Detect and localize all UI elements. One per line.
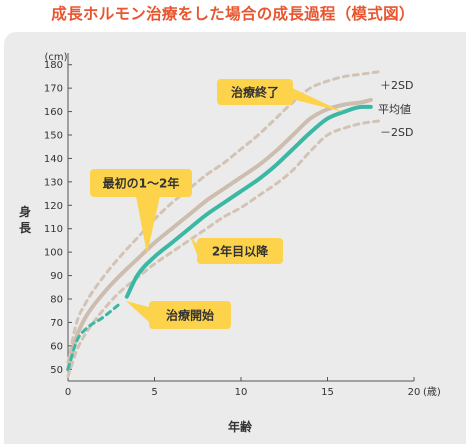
callout-pointer [190,236,198,257]
line-plus-2sd [66,70,381,364]
y-tick-label: 150 [44,131,63,142]
chart-title: 成長ホルモン治療をした場合の成長過程（模式図） [51,5,415,23]
callout-pointer [126,301,149,322]
reference-labels: ＋2SD 平均値 －2SD [378,79,413,139]
label-mean: 平均値 [378,103,411,116]
y-ticks: 50 60 70 80 90 100 110 120 130 140 150 160 170 180 [44,60,72,376]
callout-pointer [136,196,160,254]
series-layer [66,70,381,378]
callout-after-second-year-text: 2年目以降 [212,244,269,259]
y-tick-label: 160 [44,107,63,118]
line-post-treatment [124,104,373,299]
callouts: 治療終了 最初の1～2年 2年目以降 治療開始 [90,79,343,329]
label-minus-2sd: －2SD [380,126,413,139]
callout-treatment-start: 治療開始 [126,301,231,329]
x-axis-unit: (歳) [423,386,441,398]
y-tick-label: 120 [44,201,63,212]
y-tick-label: 100 [44,248,63,259]
x-tick-label: 20 [408,387,421,398]
callout-first-years: 最初の1～2年 [90,169,192,254]
y-tick-label: 90 [50,271,63,282]
callout-box [217,79,293,105]
callout-box [149,301,231,329]
y-tick-label: 80 [50,295,63,306]
x-tick-label: 5 [151,387,157,398]
y-tick-label: 110 [44,224,63,235]
y-tick-label: 180 [44,60,63,71]
callout-first-years-text: 最初の1～2年 [103,176,180,191]
callout-box [197,238,283,264]
x-axis-title: 年齢 [228,419,253,434]
callout-treatment-start-text: 治療開始 [166,308,214,323]
x-tick-label: 10 [235,387,248,398]
y-axis-title: 身長 [19,204,32,235]
callout-pointer [288,86,343,112]
x-tick-label: 0 [65,387,71,398]
line-minus-2sd [66,119,381,378]
line-pre-treatment [66,302,122,371]
x-ticks: 0 5 10 15 20 [65,377,421,398]
label-plus-2sd: ＋2SD [380,79,413,92]
y-tick-label: 50 [50,365,63,376]
line-mean [66,97,373,372]
callout-treatment-end: 治療終了 [217,79,343,112]
y-tick-label: 170 [44,84,63,95]
y-tick-label: 140 [44,154,63,165]
y-axis-unit: (cm) [44,52,67,63]
x-tick-label: 15 [321,387,334,398]
callout-after-second-year: 2年目以降 [190,236,283,264]
callout-treatment-end-text: 治療終了 [231,85,279,100]
y-tick-label: 60 [50,341,63,352]
y-tick-label: 130 [44,177,63,188]
y-tick-label: 70 [50,318,63,329]
callout-box [90,169,192,197]
